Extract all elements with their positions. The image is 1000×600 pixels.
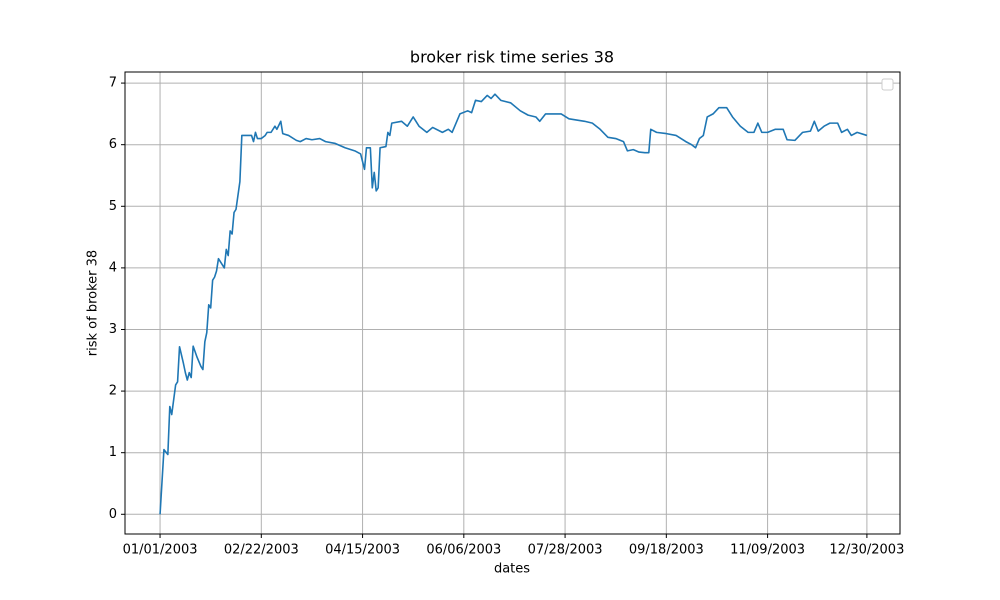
y-tick-label: 2 <box>109 384 117 399</box>
y-tick-label: 3 <box>109 322 117 337</box>
data-line <box>159 93 868 515</box>
x-tick-label: 02/22/2003 <box>224 543 299 558</box>
x-tick-label: 11/09/2003 <box>730 543 805 558</box>
y-tick-label: 5 <box>109 199 117 214</box>
legend <box>881 78 894 91</box>
plot-area <box>159 93 868 515</box>
axes-frame <box>124 71 901 535</box>
x-tick-label: 01/01/2003 <box>123 543 198 558</box>
x-tick-label: 04/15/2003 <box>325 543 400 558</box>
chart-title: broker risk time series 38 <box>410 48 614 67</box>
grid <box>125 72 900 534</box>
x-tick-label: 07/28/2003 <box>528 543 603 558</box>
y-tick-label: 7 <box>109 76 117 91</box>
y-tick-label: 4 <box>109 260 117 275</box>
y-tick-label: 0 <box>109 507 117 522</box>
x-tick-label: 09/18/2003 <box>629 543 704 558</box>
y-tick-label: 1 <box>109 445 117 460</box>
x-tick-label: 06/06/2003 <box>426 543 501 558</box>
y-tick-label: 6 <box>109 137 117 152</box>
x-tick-label: 12/30/2003 <box>829 543 904 558</box>
y-axis-label: risk of broker 38 <box>86 250 101 356</box>
x-axis-label: dates <box>494 562 530 577</box>
